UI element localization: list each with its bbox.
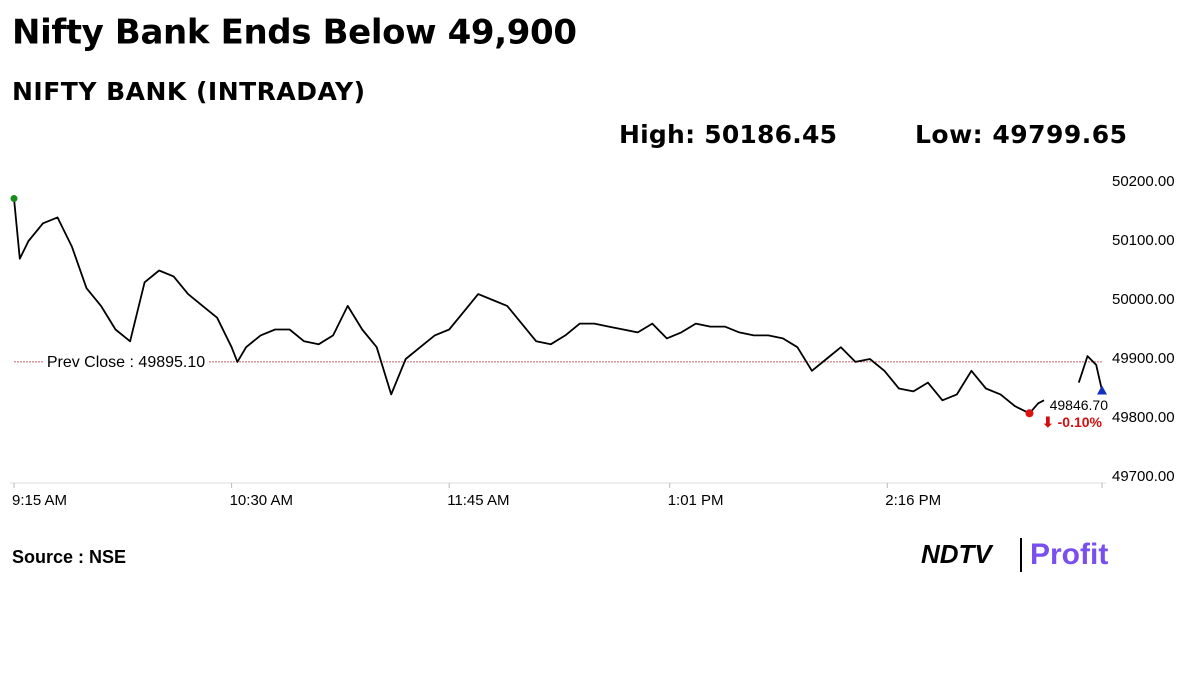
change-label: ⬇ -0.10% — [1042, 414, 1103, 430]
last-value-label: 49846.70 — [1050, 397, 1109, 413]
y-tick-label: 49700.00 — [1112, 468, 1175, 485]
chart-subtitle: NIFTY BANK (INTRADAY) — [12, 77, 365, 106]
start-marker — [10, 195, 18, 203]
source: Source : NSE — [12, 547, 126, 567]
low-label: Low: 49799.65 — [915, 120, 1127, 149]
x-tick-label: 2:16 PM — [885, 492, 941, 509]
prev-close-label: Prev Close : 49895.10 — [47, 354, 205, 371]
y-tick-label: 49900.00 — [1112, 350, 1175, 367]
end-marker — [1097, 385, 1107, 395]
prev-close-label-bg — [43, 354, 209, 372]
high-label: High: 50186.45 — [619, 120, 837, 149]
chart-title: Nifty Bank Ends Below 49,900 — [12, 13, 577, 53]
x-tick-label: 10:30 AM — [230, 492, 293, 509]
x-tick-label: 1:01 PM — [668, 492, 724, 509]
brand-profit: Profit — [1030, 538, 1108, 571]
price-line — [13, 198, 1103, 415]
brand-ndtv: NDTV — [921, 539, 994, 569]
y-tick-label: 50200.00 — [1112, 173, 1175, 190]
x-tick-label: 9:15 AM — [12, 492, 67, 509]
y-tick-label: 49800.00 — [1112, 409, 1175, 426]
low-marker — [1025, 409, 1034, 418]
y-tick-label: 50000.00 — [1112, 291, 1175, 308]
y-tick-label: 50100.00 — [1112, 232, 1175, 249]
x-tick-label: 11:45 AM — [447, 492, 509, 509]
